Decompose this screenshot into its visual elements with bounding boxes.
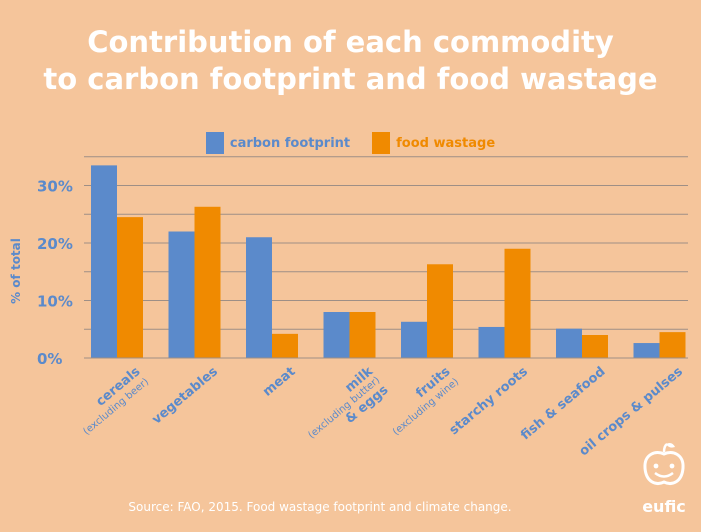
- x-tick-label-main: vegetables: [149, 364, 221, 428]
- eufic-logo: eufic: [642, 442, 686, 516]
- bar-food-wastage: [427, 264, 453, 358]
- source-note: Source: FAO, 2015. Food wastage footprin…: [128, 500, 512, 514]
- y-axis-label: % of total: [9, 238, 23, 304]
- x-tick-label: cereals(excluding beer): [81, 364, 151, 437]
- legend-swatch-food-wastage: [372, 132, 391, 154]
- bar-food-wastage: [117, 217, 143, 358]
- logo-apple-stem-icon: [662, 442, 668, 453]
- y-tick-label: 10%: [37, 293, 73, 311]
- logo-apple-leaf-icon: [666, 443, 675, 448]
- legend-label-carbon-footprint: carbon footprint: [229, 135, 351, 151]
- bar-carbon-footprint: [556, 328, 582, 358]
- legend-swatch-carbon-footprint: [205, 132, 224, 154]
- chart-title-line-1: Contribution of each commodity: [87, 25, 614, 59]
- bar-carbon-footprint: [478, 326, 505, 358]
- x-tick-label: milk(excluding butter)& eggs: [306, 364, 391, 441]
- logo-eye-right-icon: [669, 463, 675, 469]
- logo-eye-left-icon: [653, 463, 659, 469]
- bar-food-wastage: [659, 332, 686, 358]
- x-tick-label-main: meat: [260, 364, 298, 400]
- bar-food-wastage: [272, 333, 298, 358]
- chart-title: Contribution of each commodity to carbon…: [0, 24, 701, 98]
- bar-carbon-footprint: [633, 343, 660, 358]
- chart-title-line-2: to carbon footprint and food wastage: [43, 62, 658, 96]
- bar-food-wastage: [582, 335, 608, 358]
- x-tick-label: vegetables: [149, 364, 221, 428]
- bar-food-wastage: [504, 248, 531, 358]
- legend: carbon footprint food wastage: [0, 132, 701, 154]
- bar-carbon-footprint: [323, 312, 350, 358]
- bar-carbon-footprint: [91, 165, 117, 358]
- bar-food-wastage: [349, 312, 376, 358]
- legend-item-food-wastage: food wastage: [372, 132, 495, 154]
- bar-carbon-footprint: [168, 231, 195, 358]
- bar-carbon-footprint: [401, 321, 427, 358]
- y-tick-label: 20%: [37, 235, 73, 253]
- legend-item-carbon-footprint: carbon footprint: [205, 132, 351, 154]
- bar-food-wastage: [194, 206, 221, 358]
- y-tick-label: 0%: [37, 350, 62, 368]
- x-tick-label: starchy roots: [447, 364, 531, 438]
- legend-label-food-wastage: food wastage: [396, 135, 496, 151]
- bar-carbon-footprint: [246, 237, 272, 358]
- logo-apple-face-icon: [643, 451, 685, 485]
- x-tick-label-main: starchy roots: [447, 364, 531, 438]
- x-tick-label: meat: [260, 364, 298, 400]
- y-tick-label: 30%: [37, 178, 73, 196]
- logo-smile-icon: [654, 471, 674, 478]
- logo-text: eufic: [642, 497, 686, 516]
